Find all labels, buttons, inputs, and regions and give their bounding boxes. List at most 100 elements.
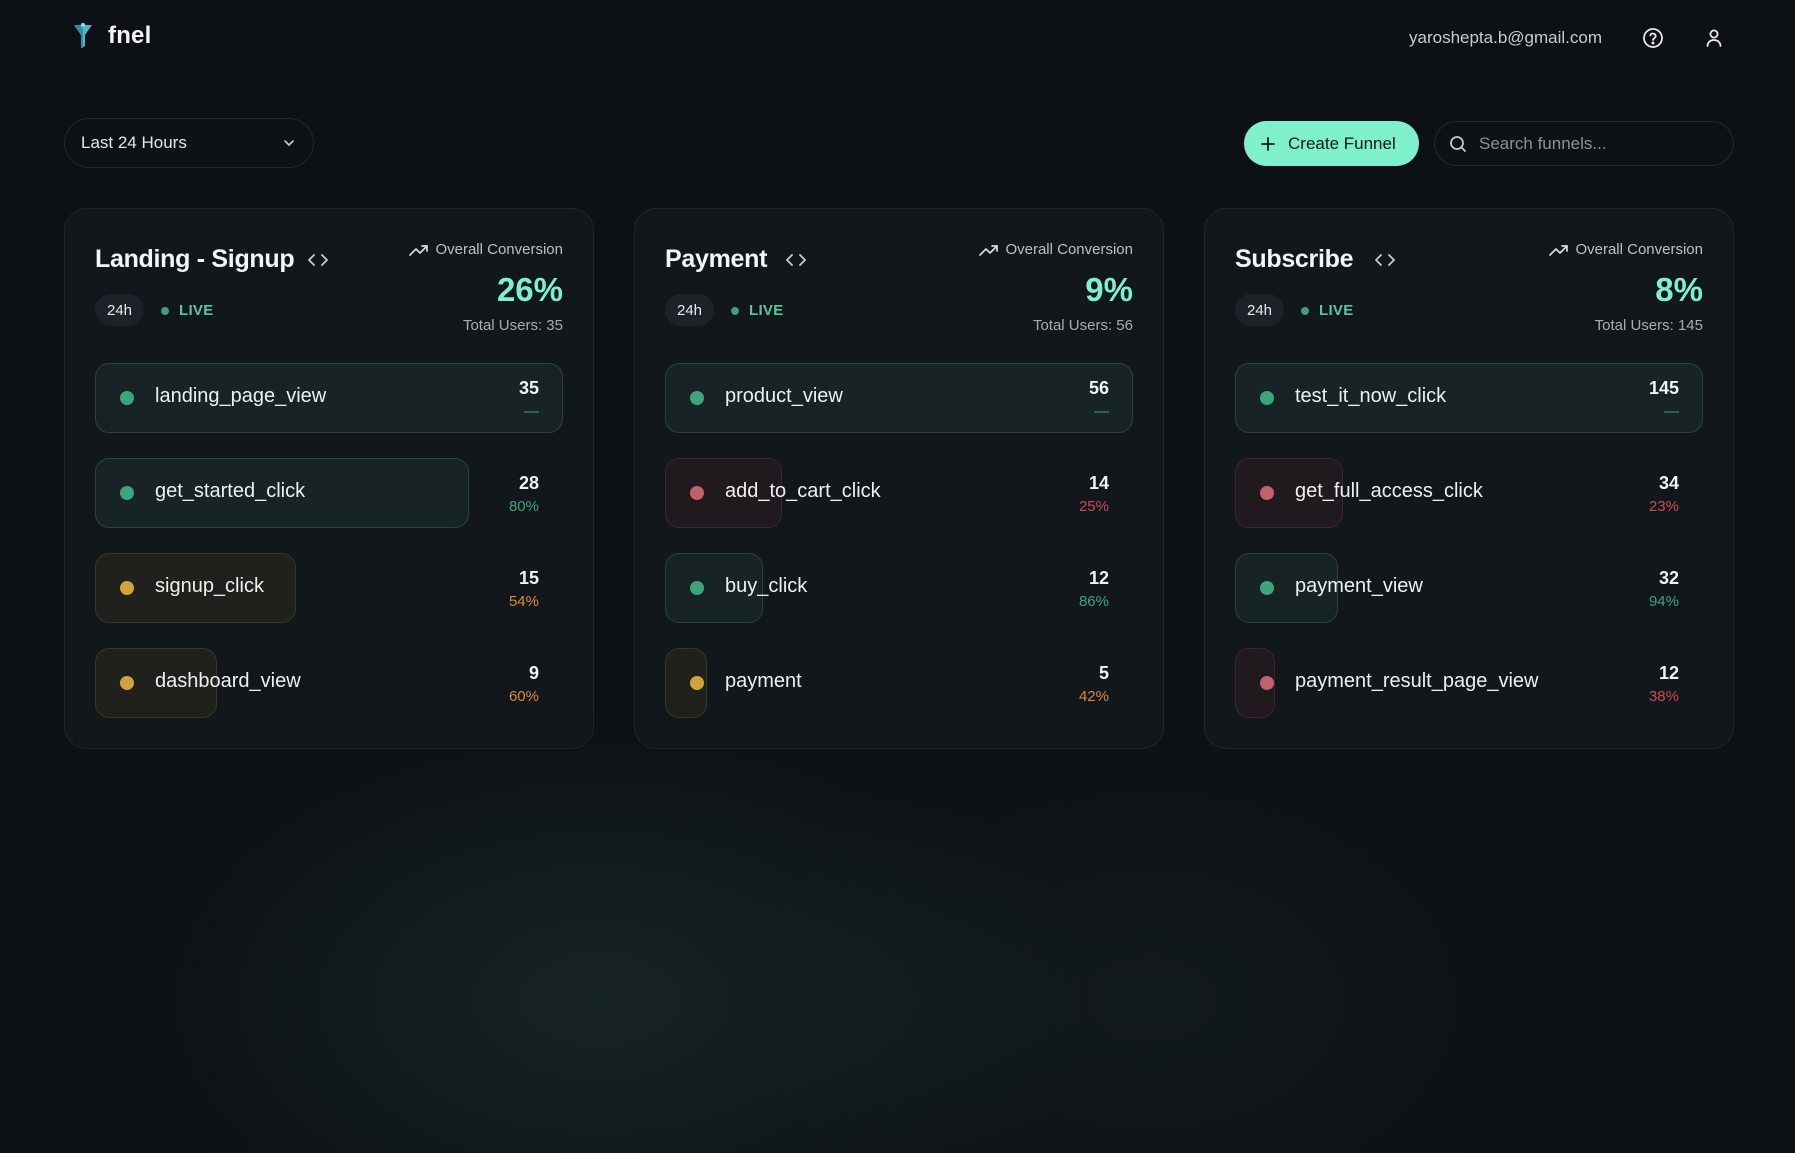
status-dot-icon [690, 676, 704, 690]
live-indicator: LIVE [731, 302, 784, 319]
step-progress-bar [1235, 363, 1703, 433]
account-email: yaroshepta.b@gmail.com [1409, 28, 1603, 47]
step-progress-bar [1235, 553, 1338, 623]
user-icon[interactable] [1702, 26, 1726, 50]
status-dot-icon [690, 581, 704, 595]
step-progress-bar [1235, 458, 1343, 528]
funnel-step[interactable]: get_started_click 28 80% [95, 458, 563, 528]
total-users: Total Users: 145 [1594, 317, 1703, 334]
brand-logo[interactable]: fnel [72, 22, 151, 50]
status-dot-icon [120, 391, 134, 405]
step-name: landing_page_view [155, 385, 327, 407]
overall-conversion-text: Overall Conversion [1005, 241, 1133, 258]
code-embed-icon[interactable] [785, 251, 807, 269]
total-users: Total Users: 56 [1032, 317, 1133, 334]
total-users: Total Users: 35 [462, 317, 563, 334]
period-chip: 24h [95, 294, 145, 326]
funnel-title: Landing - Signup [95, 245, 295, 273]
step-conversion: 94% [1648, 593, 1679, 610]
funnel-step[interactable]: landing_page_view 35 — [95, 363, 563, 433]
step-count: 56 [1088, 378, 1109, 398]
trending-up-icon [409, 244, 429, 256]
status-dot-icon [1260, 581, 1274, 595]
step-name: buy_click [725, 575, 808, 597]
funnel-step[interactable]: signup_click 15 54% [95, 553, 563, 623]
search-box[interactable] [1434, 121, 1734, 166]
step-name: test_it_now_click [1295, 385, 1447, 407]
funnel-title: Payment [665, 245, 768, 273]
status-dot-icon [690, 486, 704, 500]
step-count: 14 [1088, 473, 1109, 493]
overall-conversion-text: Overall Conversion [1575, 241, 1703, 258]
funnel-step[interactable]: product_view 56 — [665, 363, 1133, 433]
live-dot-icon [161, 306, 169, 315]
step-progress-bar [95, 363, 563, 433]
funnel-step[interactable]: get_full_access_click 34 23% [1235, 458, 1703, 528]
funnel-logo-icon [74, 22, 92, 48]
step-conversion: 25% [1078, 498, 1109, 515]
time-range-select[interactable]: Last 24 Hours [64, 118, 314, 168]
time-range-value: Last 24 Hours [81, 133, 187, 152]
step-count: 32 [1658, 568, 1679, 588]
step-progress-bar [665, 363, 1133, 433]
funnel-step[interactable]: payment 5 42% [665, 648, 1133, 718]
overall-conversion-value: 9% [1085, 271, 1133, 308]
funnel-step[interactable]: dashboard_view 9 60% [95, 648, 563, 718]
overall-conversion-text: Overall Conversion [435, 241, 563, 258]
live-label: LIVE [1319, 302, 1354, 319]
step-name: signup_click [155, 575, 264, 597]
step-count: 12 [1658, 663, 1679, 683]
overall-conversion-value: 8% [1655, 271, 1703, 308]
overall-conversion-label: Overall Conversion [409, 241, 563, 258]
step-conversion: 54% [508, 593, 539, 610]
code-embed-icon[interactable] [307, 251, 329, 269]
step-name: dashboard_view [155, 670, 301, 692]
funnel-step[interactable]: add_to_cart_click 14 25% [665, 458, 1133, 528]
help-circle-icon[interactable] [1641, 26, 1665, 50]
chevron-down-icon [284, 140, 294, 146]
step-conversion: 60% [508, 688, 539, 705]
funnel-step[interactable]: buy_click 12 86% [665, 553, 1133, 623]
step-conversion: 23% [1648, 498, 1679, 515]
trending-up-icon [979, 244, 999, 256]
status-dot-icon [1260, 676, 1274, 690]
funnel-card[interactable]: Landing - Signup 24h LIVE Overall Conversio… [64, 208, 594, 749]
funnel-card[interactable]: Subscribe 24h LIVE Overall Conversion 8% Tota… [1204, 208, 1734, 749]
funnel-step[interactable]: test_it_now_click 145 — [1235, 363, 1703, 433]
step-count: 9 [528, 663, 539, 683]
step-name: add_to_cart_click [725, 480, 881, 502]
live-dot-icon [731, 306, 739, 315]
overall-conversion-value: 26% [496, 271, 563, 308]
funnel-step[interactable]: payment_result_page_view 12 38% [1235, 648, 1703, 718]
status-dot-icon [1260, 486, 1274, 500]
search-input[interactable] [1479, 133, 1709, 154]
period-chip: 24h [1235, 294, 1285, 326]
step-conversion: — [524, 403, 539, 420]
step-conversion: 38% [1648, 688, 1679, 705]
search-icon [1450, 135, 1466, 152]
step-name: payment_result_page_view [1295, 670, 1539, 692]
step-count: 28 [518, 473, 539, 493]
step-conversion: 80% [508, 498, 539, 515]
step-name: get_started_click [155, 480, 306, 502]
overall-conversion-label: Overall Conversion [979, 241, 1133, 258]
create-funnel-button[interactable]: Create Funnel [1244, 121, 1419, 166]
status-dot-icon [120, 676, 134, 690]
top-header: fnel yaroshepta.b@gmail.com [0, 0, 1795, 78]
status-dot-icon [120, 581, 134, 595]
funnel-step[interactable]: payment_view 32 94% [1235, 553, 1703, 623]
status-dot-icon [690, 391, 704, 405]
step-count: 145 [1648, 378, 1679, 398]
create-funnel-label: Create Funnel [1288, 133, 1396, 153]
status-dot-icon [1260, 391, 1274, 405]
code-embed-icon[interactable] [1374, 251, 1396, 269]
live-indicator: LIVE [161, 302, 214, 319]
brand-name: fnel [108, 22, 152, 49]
step-progress-bar [665, 553, 763, 623]
funnel-card[interactable]: Payment 24h LIVE Overall Conversion 9% Total … [634, 208, 1164, 749]
live-dot-icon [1301, 306, 1309, 315]
step-progress-bar [665, 458, 782, 528]
step-conversion: 86% [1078, 593, 1109, 610]
step-conversion: — [1664, 403, 1679, 420]
live-label: LIVE [179, 302, 214, 319]
